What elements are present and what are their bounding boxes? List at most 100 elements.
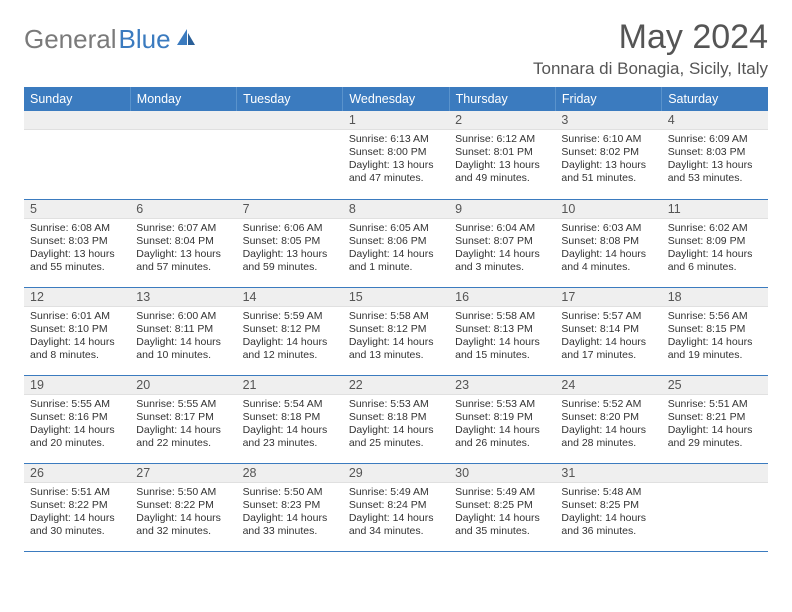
- sunset-text: Sunset: 8:18 PM: [243, 411, 337, 424]
- day-number: 5: [24, 200, 130, 219]
- logo-sail-icon: [175, 27, 197, 52]
- day-detail: Sunrise: 6:03 AMSunset: 8:08 PMDaylight:…: [555, 219, 661, 279]
- daylight-text: Daylight: 14 hours and 29 minutes.: [668, 424, 762, 450]
- day-detail: Sunrise: 5:57 AMSunset: 8:14 PMDaylight:…: [555, 307, 661, 367]
- sunrise-text: Sunrise: 6:02 AM: [668, 222, 762, 235]
- sunset-text: Sunset: 8:22 PM: [30, 499, 124, 512]
- sunrise-text: Sunrise: 5:54 AM: [243, 398, 337, 411]
- daylight-text: Daylight: 14 hours and 3 minutes.: [455, 248, 549, 274]
- calendar-day-cell: 26Sunrise: 5:51 AMSunset: 8:22 PMDayligh…: [24, 463, 130, 551]
- sunrise-text: Sunrise: 5:53 AM: [455, 398, 549, 411]
- day-detail: Sunrise: 5:48 AMSunset: 8:25 PMDaylight:…: [555, 483, 661, 543]
- sunrise-text: Sunrise: 5:49 AM: [455, 486, 549, 499]
- calendar-day-cell: 22Sunrise: 5:53 AMSunset: 8:18 PMDayligh…: [343, 375, 449, 463]
- day-number: [130, 111, 236, 130]
- daylight-text: Daylight: 13 hours and 59 minutes.: [243, 248, 337, 274]
- calendar-day-cell: 10Sunrise: 6:03 AMSunset: 8:08 PMDayligh…: [555, 199, 661, 287]
- day-detail: Sunrise: 6:13 AMSunset: 8:00 PMDaylight:…: [343, 130, 449, 190]
- calendar-week-row: 26Sunrise: 5:51 AMSunset: 8:22 PMDayligh…: [24, 463, 768, 551]
- sunrise-text: Sunrise: 6:04 AM: [455, 222, 549, 235]
- daylight-text: Daylight: 14 hours and 33 minutes.: [243, 512, 337, 538]
- day-detail: Sunrise: 6:00 AMSunset: 8:11 PMDaylight:…: [130, 307, 236, 367]
- sunrise-text: Sunrise: 6:09 AM: [668, 133, 762, 146]
- day-detail: Sunrise: 6:12 AMSunset: 8:01 PMDaylight:…: [449, 130, 555, 190]
- sunrise-text: Sunrise: 5:50 AM: [136, 486, 230, 499]
- brand-name-b: Blue: [119, 24, 171, 55]
- day-detail: Sunrise: 5:50 AMSunset: 8:23 PMDaylight:…: [237, 483, 343, 543]
- sunrise-text: Sunrise: 5:55 AM: [136, 398, 230, 411]
- sunset-text: Sunset: 8:13 PM: [455, 323, 549, 336]
- daylight-text: Daylight: 13 hours and 47 minutes.: [349, 159, 443, 185]
- daylight-text: Daylight: 14 hours and 6 minutes.: [668, 248, 762, 274]
- sunrise-text: Sunrise: 5:48 AM: [561, 486, 655, 499]
- day-number: 18: [662, 288, 768, 307]
- daylight-text: Daylight: 14 hours and 35 minutes.: [455, 512, 549, 538]
- sunrise-text: Sunrise: 6:13 AM: [349, 133, 443, 146]
- day-number: 30: [449, 464, 555, 483]
- day-detail: Sunrise: 5:51 AMSunset: 8:21 PMDaylight:…: [662, 395, 768, 455]
- sunrise-text: Sunrise: 5:52 AM: [561, 398, 655, 411]
- header: GeneralBlue May 2024 Tonnara di Bonagia,…: [24, 18, 768, 79]
- sunrise-text: Sunrise: 5:58 AM: [349, 310, 443, 323]
- calendar-day-cell: 1Sunrise: 6:13 AMSunset: 8:00 PMDaylight…: [343, 111, 449, 199]
- day-detail: Sunrise: 6:07 AMSunset: 8:04 PMDaylight:…: [130, 219, 236, 279]
- day-detail: Sunrise: 5:55 AMSunset: 8:17 PMDaylight:…: [130, 395, 236, 455]
- day-number: 14: [237, 288, 343, 307]
- day-number: 7: [237, 200, 343, 219]
- calendar-day-cell: 6Sunrise: 6:07 AMSunset: 8:04 PMDaylight…: [130, 199, 236, 287]
- sunset-text: Sunset: 8:02 PM: [561, 146, 655, 159]
- sunrise-text: Sunrise: 6:03 AM: [561, 222, 655, 235]
- day-detail: Sunrise: 5:58 AMSunset: 8:12 PMDaylight:…: [343, 307, 449, 367]
- sunrise-text: Sunrise: 6:08 AM: [30, 222, 124, 235]
- month-title: May 2024: [533, 18, 768, 57]
- sunset-text: Sunset: 8:15 PM: [668, 323, 762, 336]
- sunset-text: Sunset: 8:12 PM: [349, 323, 443, 336]
- daylight-text: Daylight: 13 hours and 53 minutes.: [668, 159, 762, 185]
- daylight-text: Daylight: 14 hours and 30 minutes.: [30, 512, 124, 538]
- day-detail: Sunrise: 5:50 AMSunset: 8:22 PMDaylight:…: [130, 483, 236, 543]
- calendar-day-cell: [662, 463, 768, 551]
- day-number: 21: [237, 376, 343, 395]
- sunset-text: Sunset: 8:19 PM: [455, 411, 549, 424]
- sunset-text: Sunset: 8:24 PM: [349, 499, 443, 512]
- day-detail: Sunrise: 5:56 AMSunset: 8:15 PMDaylight:…: [662, 307, 768, 367]
- daylight-text: Daylight: 14 hours and 15 minutes.: [455, 336, 549, 362]
- calendar-day-cell: 15Sunrise: 5:58 AMSunset: 8:12 PMDayligh…: [343, 287, 449, 375]
- calendar-day-cell: 21Sunrise: 5:54 AMSunset: 8:18 PMDayligh…: [237, 375, 343, 463]
- sunrise-text: Sunrise: 5:58 AM: [455, 310, 549, 323]
- calendar-day-cell: 14Sunrise: 5:59 AMSunset: 8:12 PMDayligh…: [237, 287, 343, 375]
- daylight-text: Daylight: 14 hours and 36 minutes.: [561, 512, 655, 538]
- calendar-day-cell: 2Sunrise: 6:12 AMSunset: 8:01 PMDaylight…: [449, 111, 555, 199]
- day-detail: Sunrise: 6:01 AMSunset: 8:10 PMDaylight:…: [24, 307, 130, 367]
- sunrise-text: Sunrise: 6:01 AM: [30, 310, 124, 323]
- day-detail: Sunrise: 6:04 AMSunset: 8:07 PMDaylight:…: [449, 219, 555, 279]
- sunset-text: Sunset: 8:25 PM: [455, 499, 549, 512]
- sunrise-text: Sunrise: 6:10 AM: [561, 133, 655, 146]
- sunrise-text: Sunrise: 6:00 AM: [136, 310, 230, 323]
- location-subtitle: Tonnara di Bonagia, Sicily, Italy: [533, 59, 768, 79]
- daylight-text: Daylight: 14 hours and 28 minutes.: [561, 424, 655, 450]
- day-detail: Sunrise: 6:05 AMSunset: 8:06 PMDaylight:…: [343, 219, 449, 279]
- calendar-day-cell: [24, 111, 130, 199]
- sunrise-text: Sunrise: 5:59 AM: [243, 310, 337, 323]
- day-detail: [130, 130, 236, 137]
- daylight-text: Daylight: 14 hours and 13 minutes.: [349, 336, 443, 362]
- weekday-header: Tuesday: [237, 87, 343, 111]
- day-number: 19: [24, 376, 130, 395]
- day-detail: Sunrise: 5:54 AMSunset: 8:18 PMDaylight:…: [237, 395, 343, 455]
- calendar-day-cell: 5Sunrise: 6:08 AMSunset: 8:03 PMDaylight…: [24, 199, 130, 287]
- day-number: 16: [449, 288, 555, 307]
- day-detail: Sunrise: 6:09 AMSunset: 8:03 PMDaylight:…: [662, 130, 768, 190]
- sunset-text: Sunset: 8:04 PM: [136, 235, 230, 248]
- daylight-text: Daylight: 14 hours and 22 minutes.: [136, 424, 230, 450]
- day-number: 22: [343, 376, 449, 395]
- calendar-day-cell: [237, 111, 343, 199]
- day-number: 24: [555, 376, 661, 395]
- day-number: 11: [662, 200, 768, 219]
- calendar-week-row: 19Sunrise: 5:55 AMSunset: 8:16 PMDayligh…: [24, 375, 768, 463]
- day-number: 3: [555, 111, 661, 130]
- daylight-text: Daylight: 13 hours and 55 minutes.: [30, 248, 124, 274]
- day-detail: Sunrise: 6:02 AMSunset: 8:09 PMDaylight:…: [662, 219, 768, 279]
- sunset-text: Sunset: 8:00 PM: [349, 146, 443, 159]
- sunrise-text: Sunrise: 5:51 AM: [30, 486, 124, 499]
